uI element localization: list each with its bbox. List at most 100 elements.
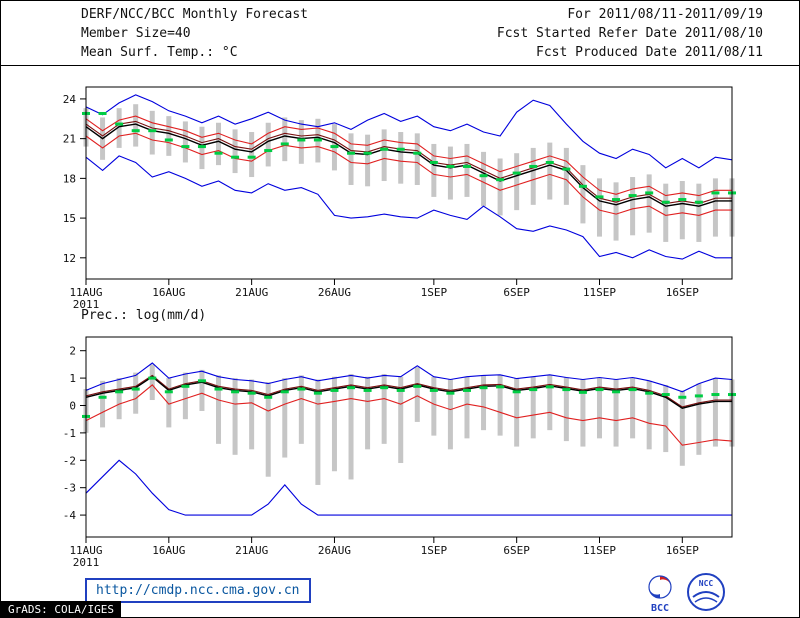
- spread-bar: [216, 122, 222, 166]
- spread-bar: [547, 374, 553, 431]
- spread-bar: [381, 373, 387, 444]
- y-tick-label: 12: [63, 252, 76, 265]
- spread-bar: [646, 380, 652, 450]
- minimum-line: [85, 155, 732, 260]
- spread-bar: [315, 379, 321, 485]
- produced-date-label: Fcst Produced Date 2011/08/11: [536, 45, 763, 60]
- spread-bar: [348, 133, 354, 185]
- bcc-logo-ring: [648, 575, 672, 599]
- x-tick-label: 26AUG: [318, 544, 351, 557]
- spread-bar: [596, 178, 602, 237]
- spread-bar: [100, 380, 106, 428]
- y-tick-label: 21: [63, 133, 76, 146]
- spread-bar: [116, 378, 122, 420]
- forecast-range-label: For 2011/08/11-2011/09/19: [567, 7, 763, 22]
- bcc-logo: BCC: [648, 575, 672, 613]
- spread-bar: [282, 117, 288, 162]
- website-link[interactable]: http://cmdp.ncc.cma.gov.cn: [85, 578, 311, 603]
- ncc-logo-wave2: [694, 597, 718, 603]
- x-tick-label: 21AUG: [235, 286, 268, 299]
- y-tick-label: -1: [63, 427, 76, 440]
- lower-tercile-line: [85, 132, 732, 216]
- spread-bar: [646, 174, 652, 233]
- spread-bar: [133, 372, 139, 414]
- spread-bar: [712, 178, 718, 237]
- spread-bar: [265, 122, 271, 167]
- spread-bar: [431, 376, 437, 436]
- x-tick-label: 16SEP: [666, 544, 699, 557]
- spread-bar: [149, 364, 155, 401]
- ncc-logo-wave: [692, 591, 720, 598]
- spread-bar: [166, 378, 172, 428]
- lower-tercile-line: [85, 384, 733, 446]
- spread-bar: [630, 177, 636, 236]
- spread-bar: [514, 378, 520, 447]
- spread-bar: [265, 382, 271, 477]
- spread-bar: [381, 129, 387, 182]
- upper-tercile-line: [85, 115, 732, 197]
- y-tick-label: -4: [63, 509, 77, 522]
- spread-bar: [348, 373, 354, 480]
- spread-bar: [563, 377, 569, 442]
- y-tick-label: -2: [63, 454, 76, 467]
- spread-bar: [365, 376, 371, 450]
- minimum-line: [85, 459, 732, 516]
- ensemble-mean-line: [85, 123, 732, 207]
- spread-bar: [613, 182, 619, 241]
- spread-bar: [331, 376, 337, 472]
- y-tick-label: 0: [69, 399, 76, 412]
- x-tick-label: 6SEP: [503, 286, 530, 299]
- y-tick-label: 2: [69, 345, 76, 358]
- spread-bar: [182, 372, 188, 420]
- plot-frame: [85, 86, 733, 280]
- spread-bar: [679, 390, 685, 466]
- maximum-line: [85, 94, 733, 169]
- y-tick-label: -3: [63, 482, 76, 495]
- spread-bar: [116, 108, 122, 148]
- spread-bar: [580, 165, 586, 224]
- spread-bar: [663, 384, 669, 453]
- spread-bar: [712, 378, 718, 447]
- x-tick-label: 16AUG: [152, 286, 185, 299]
- x-tick-label: 11SEP: [583, 544, 616, 557]
- bcc-logo-blue-swirl: [649, 587, 660, 598]
- x-tick-label: 11AUG: [69, 286, 102, 299]
- x-tick-label: 11AUG: [69, 544, 102, 557]
- spread-bar: [481, 375, 487, 431]
- spread-bar: [497, 374, 503, 436]
- refer-date-label: Fcst Started Refer Date 2011/08/10: [496, 26, 763, 41]
- spread-bar: [249, 379, 255, 450]
- spread-bar: [596, 378, 602, 439]
- x-tick-label: 6SEP: [503, 544, 530, 557]
- x-tick-label: 1SEP: [421, 286, 448, 299]
- spread-bar: [398, 132, 404, 184]
- ncc-logo-label: NCC: [699, 579, 714, 588]
- spread-bar: [133, 104, 139, 147]
- spread-bar: [547, 142, 553, 200]
- control-run-line: [85, 120, 732, 205]
- spread-bar: [514, 153, 520, 211]
- y-tick-label: 18: [63, 172, 76, 185]
- spread-bar: [182, 121, 188, 163]
- spread-bar: [464, 376, 470, 439]
- spread-bar: [630, 378, 636, 439]
- maximum-line: [85, 362, 733, 393]
- x-tick-label: 11SEP: [583, 286, 616, 299]
- spread-bar: [447, 146, 453, 200]
- spread-bar: [663, 183, 669, 242]
- x-tick-year-label: 2011: [73, 556, 100, 569]
- spread-bar: [298, 120, 304, 164]
- x-tick-label: 1SEP: [421, 544, 448, 557]
- spread-bar: [563, 147, 569, 205]
- spread-bar: [199, 369, 205, 411]
- spread-bar: [580, 379, 586, 447]
- spread-bar: [696, 183, 702, 242]
- x-tick-label: 21AUG: [235, 544, 268, 557]
- y-tick-label: 15: [63, 212, 76, 225]
- grads-credit: GrADS: COLA/IGES: [1, 601, 121, 617]
- spread-bar: [298, 375, 304, 444]
- spread-bar: [530, 376, 536, 439]
- spread-bar: [530, 147, 536, 205]
